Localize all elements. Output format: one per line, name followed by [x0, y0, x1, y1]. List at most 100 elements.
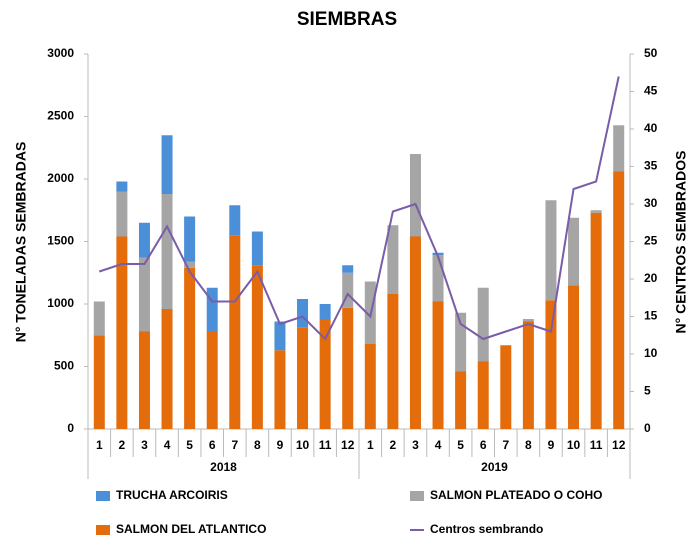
y2-tick-label: 45 [644, 84, 658, 98]
x-tick-label: 2 [119, 438, 126, 452]
legend-label: SALMON DEL ATLANTICO [116, 522, 266, 536]
bar-segment [161, 135, 173, 194]
bar-segment [184, 261, 196, 268]
y-tick-label: 2000 [47, 171, 74, 185]
y-tick-label: 1000 [47, 296, 74, 310]
bar-segment [590, 210, 602, 213]
bar-segment [251, 231, 263, 266]
x-tick-label: 11 [590, 438, 603, 452]
x-tick-label: 3 [141, 438, 148, 452]
bar-segment [138, 257, 150, 332]
bar-segment [387, 225, 399, 294]
bar-segment [613, 171, 625, 429]
bar-segment [590, 212, 602, 429]
x-tick-label: 1 [367, 438, 374, 452]
bar-segment [161, 194, 173, 309]
bar-segment [477, 287, 489, 362]
y2-tick-label: 5 [644, 384, 651, 398]
x-tick-label: 2 [390, 438, 397, 452]
bar-segment [206, 287, 218, 332]
y-tick-label: 2500 [47, 109, 74, 123]
x-tick-label: 6 [209, 438, 216, 452]
bar-segment [116, 236, 128, 429]
x-tick-label: 3 [412, 438, 419, 452]
x-tick-label: 9 [277, 438, 284, 452]
legend-label: SALMON PLATEADO O COHO [430, 488, 602, 502]
bar-segment [409, 154, 421, 237]
x-tick-label: 1 [96, 438, 103, 452]
y-axis-label: N° TONELADAS SEMBRADAS [13, 142, 29, 343]
y-tick-label: 3000 [47, 46, 74, 60]
bar-segment [184, 267, 196, 429]
bar-segment [432, 301, 444, 429]
bar-segment [116, 191, 128, 237]
bar-segment [455, 371, 467, 429]
y2-tick-label: 35 [644, 159, 658, 173]
legend-swatch [96, 491, 110, 501]
bar-segment [342, 265, 354, 273]
bar-segment [477, 361, 489, 429]
x-tick-label: 11 [319, 438, 332, 452]
bar-segment [409, 236, 421, 429]
bar-segment [93, 301, 105, 336]
y-tick-label: 500 [54, 359, 74, 373]
y2-tick-label: 50 [644, 46, 658, 60]
bar-segment [568, 217, 580, 286]
bar-segment [93, 335, 105, 429]
bar-segment [138, 222, 150, 258]
legend-swatch [96, 525, 110, 535]
bar-segment [319, 319, 331, 429]
y-tick-label: 1500 [47, 234, 74, 248]
x-tick-label: 10 [567, 438, 581, 452]
y-tick-label: 0 [67, 421, 74, 435]
y2-axis-label: N° CENTROS SEMBRADOS [673, 151, 689, 334]
bar-segment [116, 181, 128, 192]
y2-tick-label: 15 [644, 309, 658, 323]
y2-tick-label: 20 [644, 271, 658, 285]
bar-segment [229, 205, 241, 236]
legend-label: Centros sembrando [430, 522, 543, 536]
x-tick-label: 6 [480, 438, 487, 452]
bar-segment [274, 350, 286, 429]
x-tick-label: 5 [186, 438, 193, 452]
legend-label: TRUCHA ARCOIRIS [116, 488, 228, 502]
bar-segment [522, 319, 534, 322]
bar-segment [568, 285, 580, 429]
bar-segment [545, 300, 557, 429]
bar-segment [342, 307, 354, 429]
bar-segment [455, 312, 467, 372]
bar-segment [161, 309, 173, 429]
y2-tick-label: 0 [644, 421, 651, 435]
bar-segment [251, 265, 263, 429]
y2-tick-label: 30 [644, 196, 658, 210]
y2-tick-label: 10 [644, 346, 658, 360]
x-tick-label: 9 [548, 438, 555, 452]
bar-segment [342, 272, 354, 308]
x-tick-label: 10 [296, 438, 310, 452]
bar-segment [522, 321, 534, 429]
x-tick-label: 8 [525, 438, 532, 452]
x-tick-label: 12 [341, 438, 355, 452]
bar-segment [297, 327, 309, 429]
x-tick-label: 4 [164, 438, 171, 452]
bar-segment [387, 294, 399, 429]
bar-segment [274, 321, 286, 351]
bar-segment [229, 235, 241, 429]
bar-segment [364, 344, 376, 429]
chart-title: SIEMBRAS [297, 9, 397, 30]
bar-segment [432, 255, 444, 302]
x-tick-label: 7 [231, 438, 238, 452]
bar-segment [545, 200, 557, 301]
bar-segment [297, 299, 309, 328]
bar-segment [319, 304, 331, 319]
x-group-label: 2018 [210, 460, 237, 474]
x-tick-label: 8 [254, 438, 261, 452]
legend-swatch [410, 491, 424, 501]
line-series [98, 76, 620, 341]
bar-segment [500, 345, 512, 429]
bar-segment [138, 331, 150, 429]
x-group-label: 2019 [481, 460, 508, 474]
x-tick-label: 5 [457, 438, 464, 452]
bar-segment [184, 216, 196, 262]
